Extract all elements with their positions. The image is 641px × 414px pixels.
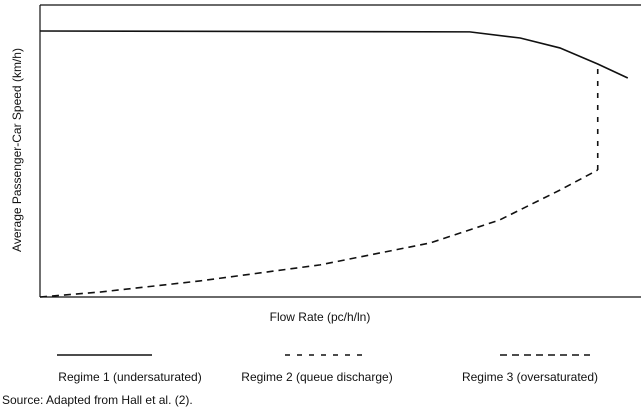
y-axis-label: Average Passenger-Car Speed (km/h) <box>10 48 24 252</box>
legend-label: Regime 3 (oversaturated) <box>462 370 598 384</box>
legend-label: Regime 1 (undersaturated) <box>58 370 201 384</box>
source-note: Source: Adapted from Hall et al. (2). <box>2 393 193 407</box>
x-axis-label: Flow Rate (pc/h/ln) <box>270 310 371 324</box>
series-line <box>39 169 599 298</box>
series-line <box>39 30 629 79</box>
legend-label: Regime 2 (queue discharge) <box>241 370 392 384</box>
